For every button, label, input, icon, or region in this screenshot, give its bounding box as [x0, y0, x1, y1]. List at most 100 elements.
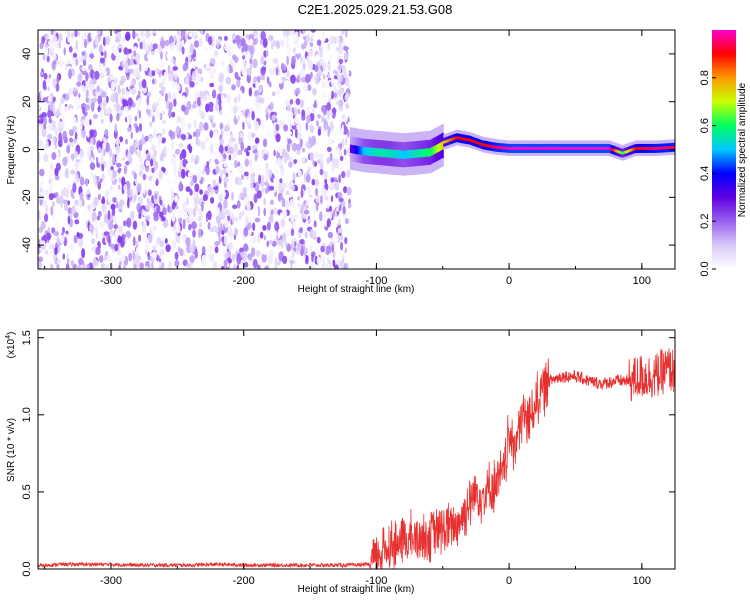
noise-cell: [69, 59, 73, 65]
noise-cell: [240, 174, 245, 180]
signal-cell: [359, 154, 361, 164]
noise-cell: [47, 226, 50, 233]
noise-cell: [275, 67, 279, 76]
noise-cell: [84, 104, 90, 112]
noise-cell: [83, 85, 88, 92]
noise-cell: [259, 180, 265, 187]
noise-cell: [168, 130, 173, 138]
signal-cell: [571, 146, 574, 150]
noise-cell: [308, 136, 312, 145]
noise-cell: [248, 158, 253, 167]
signal-cell: [670, 148, 673, 153]
noise-cell: [311, 34, 314, 40]
signal-cell: [527, 149, 529, 153]
signal-cell: [424, 164, 426, 174]
noise-cell: [289, 156, 293, 162]
signal-cell: [533, 143, 536, 147]
signal-cell: [439, 134, 441, 144]
noise-cell: [41, 112, 47, 118]
signal-cell: [566, 143, 568, 147]
noise-cell: [292, 221, 297, 229]
noise-cell: [173, 98, 177, 107]
noise-cell: [227, 258, 232, 264]
noise-cell: [185, 186, 191, 193]
signal-cell: [659, 152, 662, 156]
noise-cell: [39, 168, 45, 177]
noise-cell: [307, 186, 311, 196]
noise-cell: [323, 219, 328, 227]
signal-cell: [618, 155, 621, 160]
noise-cell: [198, 37, 204, 47]
signal-cell: [371, 163, 373, 173]
noise-cell: [229, 224, 233, 233]
signal-cell: [612, 144, 614, 149]
signal-cell: [535, 149, 538, 153]
signal-cell: [601, 140, 604, 144]
signal-cell: [591, 146, 594, 150]
noise-cell: [95, 157, 99, 162]
noise-cell: [142, 210, 147, 217]
signal-cell: [355, 153, 357, 163]
noise-cell: [249, 45, 255, 55]
signal-cell: [407, 141, 409, 151]
noise-cell: [99, 110, 104, 118]
signal-cell: [509, 149, 511, 153]
noise-cell: [104, 129, 109, 137]
signal-cell: [372, 130, 374, 140]
noise-cell: [101, 173, 105, 181]
signal-cell: [658, 149, 661, 153]
noise-cell: [90, 30, 94, 40]
noise-cell: [310, 135, 317, 146]
signal-cell: [439, 150, 441, 160]
signal-cell: [565, 143, 567, 147]
noise-cell: [126, 217, 132, 228]
noise-cell: [201, 246, 206, 256]
noise-cell: [101, 179, 107, 188]
signal-cell: [593, 143, 595, 147]
noise-cell: [308, 165, 312, 171]
signal-cell: [538, 140, 541, 144]
noise-cell: [205, 63, 211, 70]
signal-cell: [373, 138, 375, 148]
noise-cell: [191, 221, 197, 230]
signal-cell: [361, 137, 364, 147]
signal-cell: [656, 152, 659, 156]
noise-cell: [57, 121, 64, 129]
signal-cell: [611, 141, 613, 145]
signal-cell: [407, 166, 409, 176]
noise-cell: [227, 159, 232, 170]
signal-cell: [479, 135, 481, 140]
noise-cell: [275, 123, 280, 132]
noise-cell: [205, 103, 210, 113]
signal-cell: [527, 140, 529, 144]
noise-cell: [223, 162, 228, 168]
noise-cell: [74, 30, 78, 38]
signal-cell: [457, 129, 459, 134]
signal-cell: [478, 141, 480, 145]
spectrogram-x-ticks: -300 -200 -100 0 100: [44, 30, 651, 287]
signal-cell: [466, 134, 469, 139]
noise-cell: [188, 223, 192, 231]
signal-cell: [586, 143, 589, 147]
signal-cell: [538, 152, 541, 156]
noise-cell: [171, 213, 176, 222]
signal-cell: [634, 146, 636, 151]
noise-cell: [330, 195, 334, 203]
signal-cell: [511, 143, 513, 147]
signal-cell: [365, 146, 368, 156]
signal-cell: [667, 145, 669, 150]
noise-cell: [136, 183, 142, 193]
noise-cell: [228, 172, 233, 181]
signal-cell: [431, 138, 434, 148]
noise-cell: [76, 96, 81, 106]
signal-cell: [666, 151, 668, 156]
signal-cell: [425, 156, 427, 166]
signal-cell: [415, 140, 418, 150]
noise-cell: [96, 85, 101, 93]
noise-cell: [299, 239, 305, 245]
signal-cell: [554, 149, 557, 153]
signal-cell: [608, 143, 611, 148]
signal-cell: [627, 143, 629, 147]
noise-cell: [43, 153, 49, 163]
signal-cell: [621, 151, 624, 155]
